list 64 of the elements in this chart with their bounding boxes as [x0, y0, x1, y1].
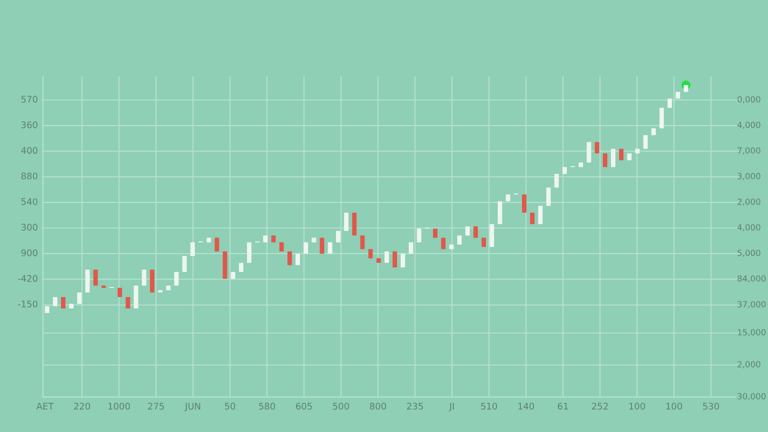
text: 530: [703, 402, 720, 410]
text: 4,000: [737, 122, 760, 129]
text: 300: [21, 224, 38, 231]
text: AET: [36, 402, 54, 410]
candlestick: [659, 107, 664, 129]
candlestick: [668, 98, 672, 108]
text: 100: [666, 402, 682, 410]
candlestick: [490, 224, 494, 248]
candlestick: [182, 255, 187, 273]
candlestick: [416, 228, 422, 243]
candlestick: [392, 250, 398, 268]
candlestick: [368, 248, 373, 259]
text: 1000: [108, 402, 130, 410]
candlestick: [546, 187, 551, 206]
text: 4,000: [737, 224, 760, 232]
text: 0,000: [738, 96, 760, 104]
text: 140: [518, 402, 534, 410]
candlestick: [352, 212, 357, 236]
text: 400: [21, 146, 38, 154]
text: 100: [629, 402, 646, 410]
text: 15,000: [738, 329, 766, 336]
candlestick: [214, 237, 220, 252]
text: 84,000: [738, 275, 766, 282]
candlestick: [142, 269, 146, 286]
text: 605: [296, 402, 312, 410]
text: 220: [74, 402, 90, 410]
candlestick: [93, 269, 98, 286]
candlestick: [247, 242, 252, 264]
text: 900: [21, 249, 38, 256]
text: 2,000: [738, 361, 760, 368]
text: 252: [592, 402, 608, 410]
candlestick: [60, 296, 66, 309]
text: 61: [558, 402, 568, 410]
text: 275: [148, 402, 164, 410]
text: 800: [370, 402, 386, 410]
candlestick: [433, 228, 438, 238]
text: 500: [333, 402, 350, 410]
text: -420: [18, 274, 38, 282]
candlestick: [643, 134, 648, 150]
text: 510: [481, 402, 498, 410]
text: 570: [21, 96, 38, 103]
candlestick: [586, 142, 592, 163]
text: JI: [448, 402, 454, 412]
candlestick: [400, 253, 406, 268]
candlestick: [344, 212, 349, 232]
text: 50: [224, 402, 236, 410]
text: -150: [18, 300, 38, 308]
text: 5,000: [738, 250, 760, 257]
text: 360: [21, 121, 38, 128]
candlestick: [150, 269, 154, 294]
text: 880: [21, 172, 38, 180]
text: 580: [259, 402, 276, 410]
text: 3,000: [738, 172, 760, 180]
text: 2,000: [738, 198, 760, 206]
text: 540: [21, 198, 38, 206]
candlestick: [126, 296, 130, 309]
text: JUN: [184, 402, 200, 412]
text: 7,000: [738, 147, 760, 154]
candlestick: [594, 141, 600, 154]
candlestick: [85, 269, 90, 294]
text: 37,000: [738, 301, 766, 308]
candlestick: [134, 285, 138, 309]
text: 235: [407, 402, 423, 410]
text: 30,000: [738, 393, 766, 400]
